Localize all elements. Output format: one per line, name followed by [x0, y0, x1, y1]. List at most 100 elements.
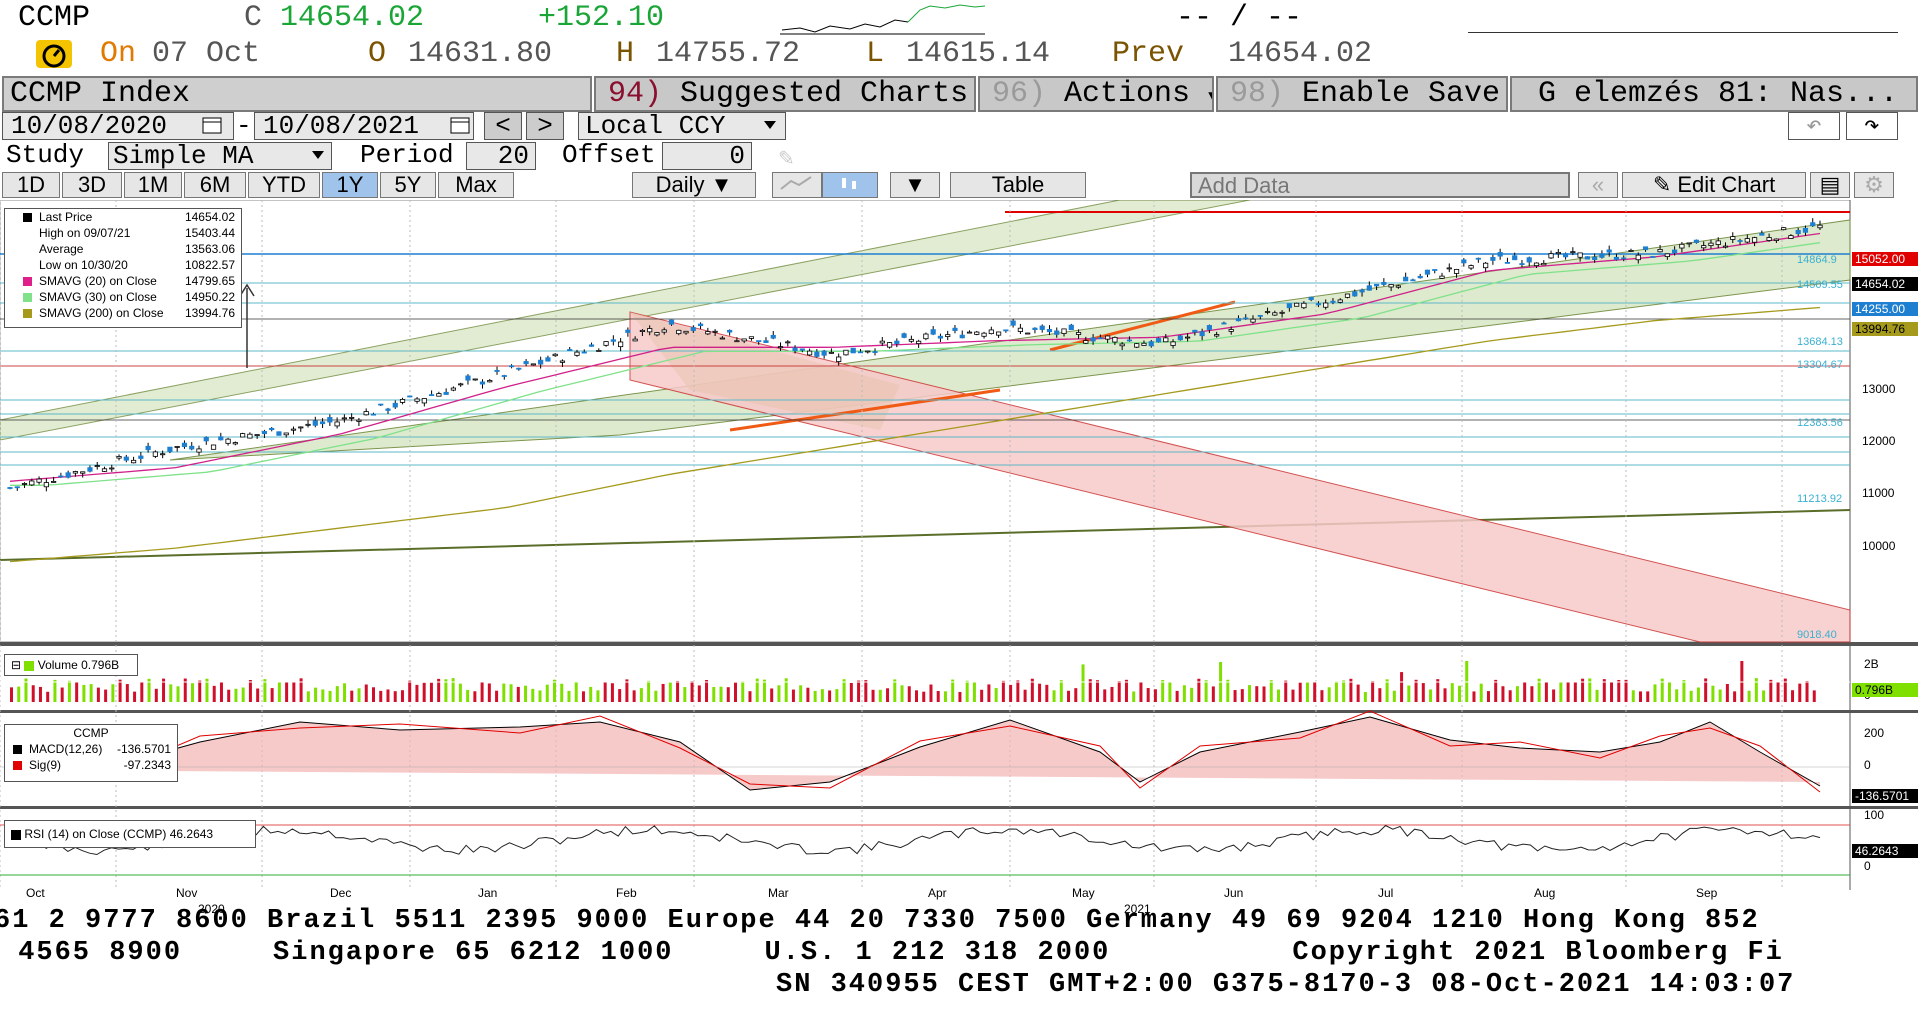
- collapse-icon[interactable]: «: [1578, 172, 1618, 198]
- candle: [1170, 341, 1176, 346]
- range-tab-1d[interactable]: 1D: [2, 172, 60, 198]
- redo-icon[interactable]: ↷: [1846, 112, 1898, 140]
- volume-bar: [1334, 681, 1338, 702]
- volume-bar: [1371, 681, 1375, 702]
- range-tab-5y[interactable]: 5Y: [380, 172, 436, 198]
- suggested-charts-button[interactable]: 94) Suggested Charts: [594, 76, 976, 112]
- volume-bar: [1544, 681, 1548, 702]
- candle: [109, 467, 115, 470]
- candle-chart-icon[interactable]: [822, 172, 878, 198]
- volume-bar: [38, 686, 42, 702]
- range-tab-6m[interactable]: 6M: [184, 172, 246, 198]
- candle: [1410, 279, 1416, 282]
- volume-bar: [1667, 682, 1671, 702]
- range-tab-3d[interactable]: 3D: [62, 172, 122, 198]
- candle: [1286, 303, 1292, 309]
- volume-bar: [799, 685, 803, 702]
- volume-bar: [1363, 691, 1367, 702]
- candle: [1432, 269, 1438, 271]
- volume-bar: [408, 680, 412, 702]
- pencil-icon[interactable]: ✎: [778, 148, 795, 170]
- date-from-field[interactable]: 10/08/2020: [2, 112, 234, 140]
- candle: [1046, 328, 1053, 333]
- candle: [1504, 261, 1511, 264]
- candle: [1446, 267, 1452, 270]
- chart-area[interactable]: [0, 200, 1918, 890]
- candle: [1061, 328, 1067, 334]
- volume-bar: [1718, 689, 1722, 702]
- volume-bar: [169, 684, 173, 702]
- range-tab-ytd[interactable]: YTD: [248, 172, 320, 198]
- level-label: 14509.55: [1797, 279, 1843, 291]
- price-axis-tick: 11000: [1862, 486, 1895, 500]
- calendar-icon[interactable]: [202, 116, 222, 139]
- study-select[interactable]: Simple MA: [108, 142, 332, 170]
- candle: [1228, 329, 1234, 332]
- gear-icon[interactable]: ⚙: [1854, 172, 1894, 198]
- enable-save-button[interactable]: 98) Enable Save: [1216, 76, 1508, 112]
- volume-bar: [1190, 687, 1194, 702]
- add-data-input[interactable]: Add Data: [1190, 172, 1570, 198]
- candle: [1635, 254, 1641, 261]
- volume-bar: [705, 679, 709, 702]
- candle: [610, 339, 616, 342]
- quote-row-2: On 07 Oct O 14631.80 H 14755.72 L 14615.…: [0, 36, 1918, 72]
- candle: [828, 351, 835, 354]
- volume-bar: [1486, 691, 1490, 702]
- prev-period-button[interactable]: <: [484, 112, 522, 140]
- table-button[interactable]: Table: [950, 172, 1086, 198]
- currency-select[interactable]: Local CCY: [578, 112, 786, 140]
- volume-bar: [335, 686, 339, 702]
- line-chart-icon[interactable]: [772, 172, 822, 198]
- calendar-icon[interactable]: [450, 116, 470, 139]
- range-tab-1m[interactable]: 1M: [124, 172, 182, 198]
- volume-bar: [1479, 683, 1483, 702]
- candle: [1032, 327, 1038, 331]
- security-field[interactable]: CCMP Index: [2, 76, 592, 112]
- volume-bar: [444, 679, 448, 702]
- support-line: [1049, 300, 1236, 352]
- period-input[interactable]: 20: [466, 142, 536, 170]
- candle: [1533, 262, 1540, 267]
- chevron-down-icon: [310, 148, 326, 167]
- frequency-select[interactable]: Daily ▼: [632, 172, 756, 198]
- candle: [1323, 302, 1329, 308]
- candle: [1359, 289, 1365, 293]
- x-axis-tick: Nov: [176, 886, 198, 900]
- candle: [1541, 262, 1547, 266]
- candle: [538, 359, 544, 365]
- chart-type-dropdown[interactable]: ▼: [890, 172, 940, 198]
- candle: [1744, 238, 1750, 243]
- volume-bar: [458, 683, 462, 702]
- undo-icon[interactable]: ↶: [1788, 112, 1840, 140]
- offset-input[interactable]: 0: [662, 142, 752, 170]
- date-to-field[interactable]: 10/08/2021: [254, 112, 474, 140]
- volume-bar: [183, 678, 187, 702]
- candle: [232, 442, 238, 445]
- candle: [218, 436, 224, 441]
- candle: [588, 344, 595, 347]
- candle: [1468, 265, 1474, 269]
- price-tag: 14255.00: [1852, 302, 1918, 316]
- volume-bar: [1320, 690, 1324, 702]
- range-tab-max[interactable]: Max: [438, 172, 514, 198]
- range-tab-1y[interactable]: 1Y: [322, 172, 378, 198]
- candle: [1453, 269, 1460, 274]
- candle: [290, 428, 297, 431]
- candle: [1577, 252, 1583, 258]
- candle: [596, 350, 602, 352]
- candle: [1461, 259, 1467, 264]
- candle: [1054, 330, 1060, 335]
- sub-axis-tick: 0: [1864, 859, 1871, 873]
- low-value: 14615.14: [906, 37, 1051, 71]
- volume-bar: [734, 682, 737, 702]
- gauge-icon[interactable]: [36, 40, 72, 68]
- actions-menu[interactable]: 96) Actions ▼: [978, 76, 1214, 112]
- chart-settings-icon[interactable]: ▤: [1810, 172, 1850, 198]
- candle: [160, 453, 166, 456]
- next-period-button[interactable]: >: [526, 112, 564, 140]
- chart-title-field[interactable]: G elemzés 81: Nas...: [1510, 76, 1918, 112]
- candle: [1235, 318, 1242, 322]
- volume-bar: [24, 678, 28, 702]
- edit-chart-button[interactable]: ✎ Edit Chart: [1622, 172, 1806, 198]
